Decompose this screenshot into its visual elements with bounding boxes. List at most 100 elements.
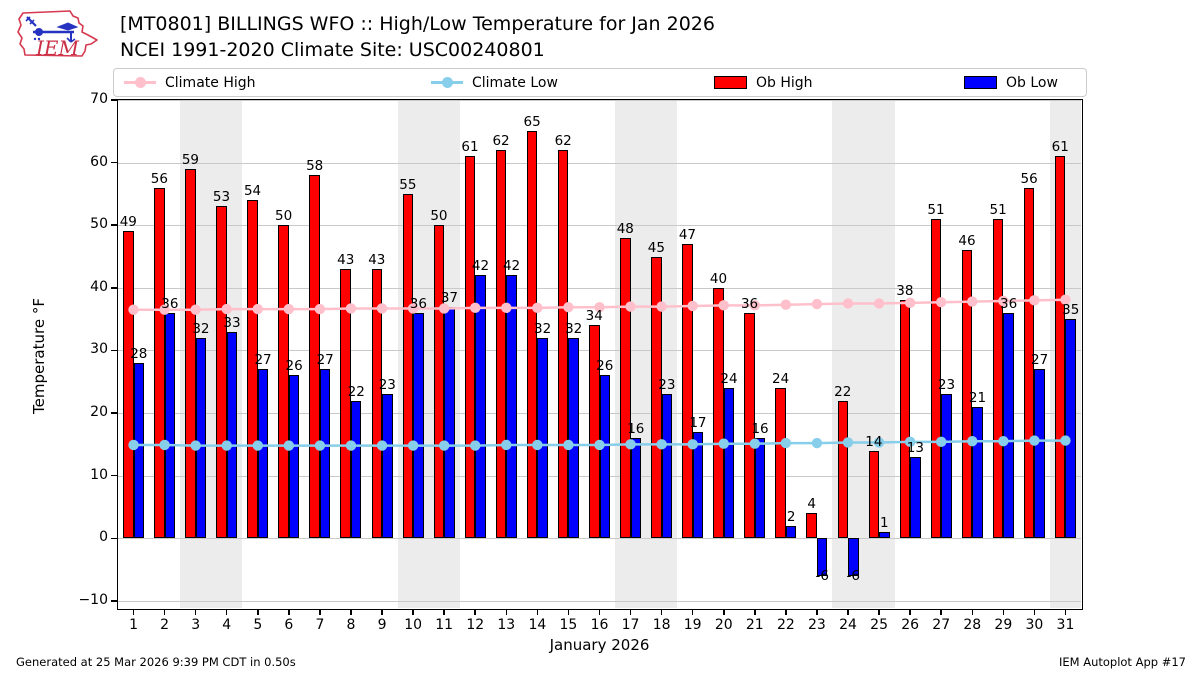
climate-low-marker bbox=[438, 440, 450, 451]
climate-low-marker bbox=[190, 440, 201, 451]
climate-low-marker bbox=[904, 436, 916, 448]
bar-value-label: 46 bbox=[958, 233, 976, 250]
bar-value-label: 23 bbox=[378, 377, 396, 394]
x-tick-label: 5 bbox=[253, 617, 263, 633]
climate-low-marker bbox=[128, 439, 139, 451]
bar-value-label: 42 bbox=[502, 258, 521, 275]
x-tick-label: 7 bbox=[315, 617, 325, 633]
x-tick-label: 24 bbox=[839, 617, 857, 633]
bar-value-label: 27 bbox=[1031, 352, 1049, 369]
climate-high-marker bbox=[501, 302, 512, 314]
climate-low-marker bbox=[749, 438, 761, 449]
climate-lines bbox=[128, 294, 1071, 451]
x-tick bbox=[163, 610, 166, 615]
x-tick-label: 1 bbox=[129, 617, 138, 633]
grid-line bbox=[118, 600, 1081, 602]
bar-value-label: 62 bbox=[554, 133, 572, 150]
ob-high-bar bbox=[868, 450, 880, 539]
x-tick bbox=[474, 610, 476, 615]
x-tick-label: 28 bbox=[963, 617, 982, 633]
bar-value-label: 47 bbox=[678, 226, 697, 243]
ob-low-bar bbox=[475, 275, 486, 539]
climate-low-marker bbox=[625, 439, 636, 450]
climate-high-marker bbox=[967, 296, 978, 307]
chart-title-block: [MT0801] BILLINGS WFO :: High/Low Temper… bbox=[120, 11, 715, 63]
iem-logo-text: IEM bbox=[35, 36, 80, 60]
climate-low-marker bbox=[345, 440, 357, 451]
x-tick-label: 25 bbox=[870, 617, 888, 633]
ob-low-bar bbox=[785, 525, 797, 539]
bar-value-label: 45 bbox=[647, 239, 665, 256]
x-tick-label: 27 bbox=[932, 617, 951, 633]
footer-generated-text: Generated at 25 Mar 2026 9:39 PM CDT in … bbox=[16, 655, 296, 669]
x-tick-label: 8 bbox=[346, 617, 356, 633]
iowa-state-outline bbox=[17, 10, 98, 57]
climate-high-marker bbox=[221, 303, 232, 315]
ob-high-swatch bbox=[714, 76, 747, 89]
bar-value-label: 37 bbox=[440, 289, 459, 306]
bar-value-label: 62 bbox=[492, 133, 510, 150]
bar-value-label: 43 bbox=[337, 252, 355, 269]
ob-low-bar bbox=[537, 337, 548, 539]
ob-low-bar bbox=[1034, 369, 1045, 539]
climate-low-marker bbox=[376, 440, 388, 451]
x-tick-label: 11 bbox=[435, 617, 454, 633]
bar-value-label: 65 bbox=[523, 114, 541, 131]
y-tick-label: 40 bbox=[90, 278, 108, 295]
x-tick bbox=[940, 610, 942, 615]
x-tick bbox=[1064, 610, 1067, 615]
climate-high-marker bbox=[656, 301, 667, 312]
x-tick-label: 9 bbox=[377, 617, 387, 633]
ob-high-bar bbox=[495, 150, 507, 539]
ob-low-bar bbox=[568, 337, 579, 539]
x-tick-label: 18 bbox=[652, 617, 671, 633]
climate-high-marker bbox=[1060, 294, 1071, 305]
x-tick-label: 12 bbox=[466, 617, 485, 633]
y-tick-label: −10 bbox=[78, 591, 108, 608]
x-tick-label: 19 bbox=[683, 617, 702, 633]
climate-high-marker bbox=[842, 298, 854, 309]
ob-high-bar bbox=[744, 312, 755, 539]
climate-high-marker bbox=[687, 300, 698, 312]
x-tick bbox=[225, 610, 228, 615]
bar-value-label: 22 bbox=[347, 383, 365, 400]
x-tick-label: 6 bbox=[284, 617, 294, 633]
y-tick-label: 20 bbox=[90, 404, 108, 421]
ob-high-bar bbox=[185, 168, 196, 539]
ob-low-bar bbox=[941, 394, 952, 539]
climate-low-marker bbox=[532, 439, 543, 451]
bar-value-label: 27 bbox=[254, 352, 272, 369]
legend-label: Climate High bbox=[165, 74, 256, 91]
ob-low-bar bbox=[164, 312, 176, 539]
ob-low-bar bbox=[630, 438, 642, 539]
ob-high-bar bbox=[216, 206, 227, 539]
bar-value-label: 23 bbox=[937, 377, 956, 394]
climate-high-marker bbox=[159, 304, 170, 315]
y-tick-label: 60 bbox=[90, 153, 108, 170]
bar-value-label: 38 bbox=[896, 283, 914, 300]
bar-value-label: 13 bbox=[906, 439, 924, 456]
bar-value-label: -6 bbox=[815, 567, 829, 584]
legend-label: Climate Low bbox=[472, 74, 558, 91]
legend: Climate High Climate Low Ob High Ob Low bbox=[113, 68, 1087, 97]
plot-border bbox=[117, 99, 1083, 610]
climate-low-marker bbox=[1060, 435, 1071, 446]
ob-high-bar bbox=[154, 187, 165, 539]
ob-high-bar bbox=[961, 250, 973, 539]
ob-low-bar bbox=[972, 406, 983, 539]
x-tick bbox=[350, 610, 352, 615]
x-tick bbox=[1033, 610, 1036, 615]
bar-value-label: 34 bbox=[585, 308, 603, 325]
legend-climate-high: Climate High bbox=[124, 69, 256, 96]
y-axis-label: Temperature °F bbox=[30, 298, 48, 414]
bar-value-label: 51 bbox=[927, 201, 945, 218]
ob-low-bar bbox=[816, 538, 828, 576]
ob-low-bar bbox=[1003, 312, 1014, 539]
climate-low-line-swatch bbox=[431, 77, 463, 89]
x-tick-label: 20 bbox=[714, 617, 733, 633]
climate-low-marker bbox=[407, 440, 419, 451]
bar-value-label: 24 bbox=[772, 370, 790, 387]
x-tick bbox=[816, 610, 818, 615]
ob-high-bar bbox=[837, 400, 849, 539]
x-tick bbox=[971, 610, 974, 615]
